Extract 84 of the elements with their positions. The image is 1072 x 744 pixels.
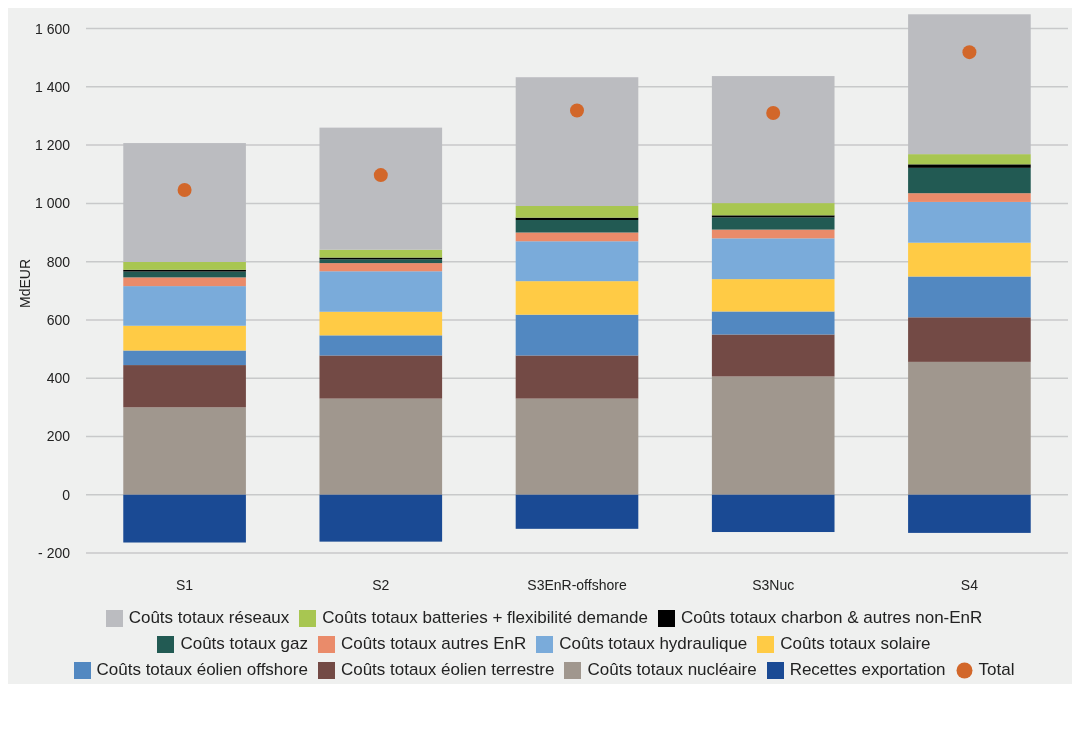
bar [908,154,1031,165]
legend-label: Coûts totaux réseaux [128,608,290,628]
bar [123,277,246,287]
bar [711,279,835,312]
y-axis-title: MdEUR [17,258,33,309]
bar [711,76,835,204]
point [373,168,388,183]
bar [908,276,1031,318]
bar [711,376,835,495]
bar [711,334,835,377]
bar [319,127,443,250]
point [177,182,192,197]
bar [515,494,639,529]
legend-label: Coûts totaux éolien offshore [96,660,308,680]
bar [123,350,246,366]
y-tick-label: 400 [46,370,71,387]
bar [515,232,639,242]
y-tick-label: 0 [62,486,71,503]
bar [515,219,639,233]
point [962,45,977,60]
bar [908,167,1031,194]
bar [711,215,835,218]
bar [319,271,443,312]
bar [123,286,246,326]
bar [319,494,443,542]
point [766,106,781,121]
bar [908,361,1031,495]
bar [123,261,246,270]
legend-label: Coûts totaux batteries + flexibilité demande [322,608,648,628]
bar [908,494,1031,533]
legend-label: Coûts totaux hydraulique [559,634,748,654]
bar [711,217,835,230]
bar [515,281,639,315]
bar [711,229,835,239]
bar [319,259,443,264]
y-tick-label: - 200 [38,545,71,561]
x-tick-label: S1 [176,577,194,593]
bar [515,206,639,218]
x-tick-label: S3Nuc [752,577,795,593]
bar [123,407,246,495]
y-tick-label: 1 000 [34,195,71,212]
bar [123,325,246,351]
y-tick-label: 1 600 [34,20,71,37]
bar [319,263,443,272]
bar [319,335,443,356]
bar [908,242,1031,277]
legend-label: Total [978,660,1015,680]
bar [515,398,639,495]
bar [319,355,443,399]
y-tick-label: 200 [46,428,71,445]
bar [908,164,1031,168]
x-tick-label: S2 [372,577,390,593]
legend-label: Coûts totaux nucléaire [587,660,757,680]
legend-label: Coûts totaux éolien terrestre [340,660,555,680]
bar [123,365,246,408]
y-tick-label: 1 200 [34,137,71,154]
bar [711,311,835,335]
x-tick-label: S4 [960,577,979,593]
legend-label: Coûts totaux autres EnR [341,634,527,654]
legend-label: Coûts totaux charbon & autres non-EnR [680,608,983,628]
bar [123,494,246,543]
bar [515,77,639,206]
x-tick-label: S3EnR-offshore [527,577,627,593]
legend-label: Recettes exportation [789,660,946,680]
bar [515,355,639,399]
bar [515,241,639,282]
bar [908,317,1031,362]
bar [711,238,835,280]
legend-label: Coûts totaux solaire [780,634,931,654]
bar [711,203,835,216]
bar [908,201,1031,243]
y-tick-label: 800 [46,253,71,270]
bar [319,398,443,495]
bar [123,143,246,262]
bar [711,494,835,533]
bar [908,14,1031,155]
bar [515,314,639,356]
y-tick-label: 600 [46,311,71,328]
legend-label: Coûts totaux gaz [180,634,309,654]
bar [908,193,1031,202]
bar [319,311,443,336]
y-tick-label: 1 400 [34,78,71,95]
bar [319,249,443,258]
point [570,103,584,118]
